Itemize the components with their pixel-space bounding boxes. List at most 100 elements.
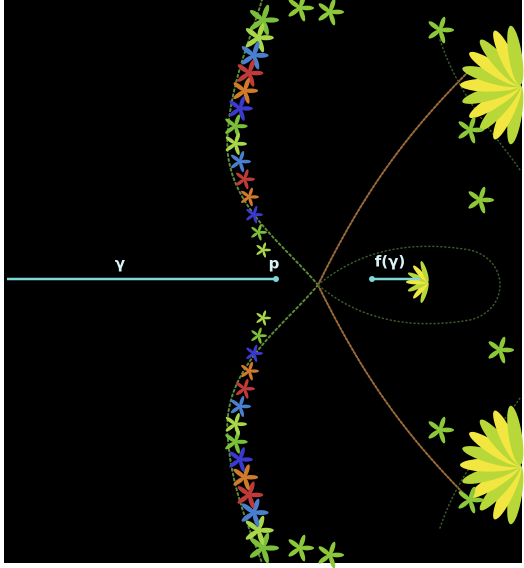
sprig	[237, 64, 250, 74]
sprig	[251, 335, 259, 341]
sprig	[235, 141, 247, 146]
sprig	[236, 172, 245, 180]
sprig	[235, 178, 245, 186]
sprig	[318, 546, 331, 556]
sprig	[253, 52, 269, 58]
sprig	[458, 499, 471, 509]
sprig	[230, 161, 241, 169]
petal	[420, 261, 429, 283]
sprig	[241, 196, 250, 203]
sprig	[230, 406, 241, 414]
sprig	[249, 195, 259, 199]
sprig	[253, 353, 258, 363]
sprig	[234, 143, 240, 156]
sprig	[245, 529, 259, 540]
point-p	[273, 276, 279, 282]
sprig	[239, 108, 245, 121]
sprig	[479, 199, 486, 214]
petal	[407, 272, 429, 283]
sprig	[329, 11, 336, 26]
sprig	[229, 108, 241, 117]
sprig	[469, 116, 476, 131]
petal	[420, 281, 429, 303]
sprig	[239, 395, 245, 407]
sprig	[246, 214, 254, 221]
sprig	[249, 369, 259, 373]
sprig	[318, 554, 331, 564]
sprig	[263, 248, 271, 252]
sprig	[239, 159, 251, 164]
sprig	[249, 19, 264, 30]
sprig	[241, 364, 250, 372]
sprig	[251, 330, 259, 336]
sprig	[300, 545, 314, 551]
sprig	[234, 424, 240, 436]
sprig	[239, 161, 245, 173]
sprig	[225, 125, 236, 134]
sprig	[329, 541, 336, 556]
sprig	[428, 29, 441, 39]
sprig	[233, 90, 245, 100]
sprig	[288, 0, 301, 9]
sprig	[229, 459, 241, 468]
sprig	[258, 527, 274, 533]
sprig	[225, 118, 236, 127]
sprig	[257, 37, 265, 53]
sprig	[225, 143, 236, 152]
sprig	[234, 114, 241, 127]
sprig	[257, 515, 265, 531]
sprig	[299, 547, 306, 562]
sprig	[253, 344, 258, 354]
image-start	[369, 276, 375, 282]
sprig	[439, 429, 446, 444]
sprig	[243, 77, 250, 91]
sprig	[256, 313, 264, 319]
sprig	[239, 106, 253, 111]
sprig	[246, 353, 254, 360]
sprig	[439, 416, 446, 431]
sprig	[330, 552, 344, 558]
sprig	[248, 73, 255, 87]
sprig	[233, 468, 245, 478]
sprig	[256, 317, 264, 323]
sprig	[262, 317, 266, 326]
sprig	[233, 82, 245, 92]
sprig	[239, 447, 245, 460]
sprig	[299, 0, 306, 9]
background	[4, 0, 522, 563]
sprig	[245, 28, 259, 39]
sprig	[257, 232, 262, 241]
sprig	[258, 35, 274, 41]
sprig	[248, 481, 255, 495]
petal	[413, 265, 429, 283]
sprig	[439, 29, 446, 44]
sprig	[241, 190, 250, 198]
sprig	[468, 191, 481, 201]
sprig	[258, 334, 268, 338]
julia-set	[225, 0, 524, 568]
sprig	[440, 27, 454, 33]
sprig	[479, 186, 486, 201]
sprig	[249, 70, 264, 76]
sprig	[239, 406, 245, 418]
sprig	[244, 177, 255, 181]
sprig	[249, 492, 264, 498]
sprig	[241, 512, 254, 522]
sprig	[243, 90, 250, 104]
sprig	[244, 474, 259, 480]
gamma-label: γ	[115, 255, 125, 273]
sprig	[225, 434, 236, 443]
sprig	[236, 382, 245, 390]
sprig	[243, 464, 250, 478]
sprig	[248, 187, 253, 197]
sprig	[239, 404, 251, 409]
sprig	[318, 11, 331, 21]
sprig	[249, 547, 264, 558]
sprig	[243, 169, 249, 180]
sprig	[230, 154, 241, 162]
sprig	[288, 7, 301, 17]
sprig	[262, 249, 266, 258]
sprig	[230, 399, 241, 407]
inner-loop	[317, 245, 501, 325]
lower-petal	[226, 284, 319, 564]
